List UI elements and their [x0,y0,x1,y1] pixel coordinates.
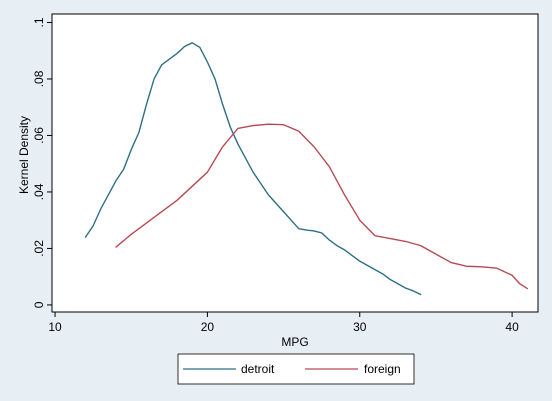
y-tick-label: .04 [32,183,46,200]
y-axis-title: Kernel Density [17,116,31,194]
legend-label-foreign: foreign [364,362,401,376]
y-tick-label: .02 [32,240,46,257]
x-tick-label: 20 [201,320,215,334]
y-tick-label: .1 [32,17,46,27]
x-tick-label: 30 [353,320,367,334]
series-line-foreign [115,123,529,290]
y-tick-label: .06 [32,127,46,144]
x-axis: 10 20 30 40 [48,312,519,334]
x-tick-label: 40 [505,320,519,334]
y-axis: 0 .02 .04 .06 .08 .1 [32,17,52,308]
series-line-detroit [84,42,422,296]
x-axis-title: MPG [281,335,308,349]
y-tick-label: .08 [32,70,46,87]
x-tick-label: 10 [48,320,62,334]
legend-label-detroit: detroit [241,362,275,376]
plot-area [51,13,539,313]
series-layer [84,42,529,296]
y-tick-label: 0 [32,301,46,308]
legend: detroit foreign [177,353,415,385]
